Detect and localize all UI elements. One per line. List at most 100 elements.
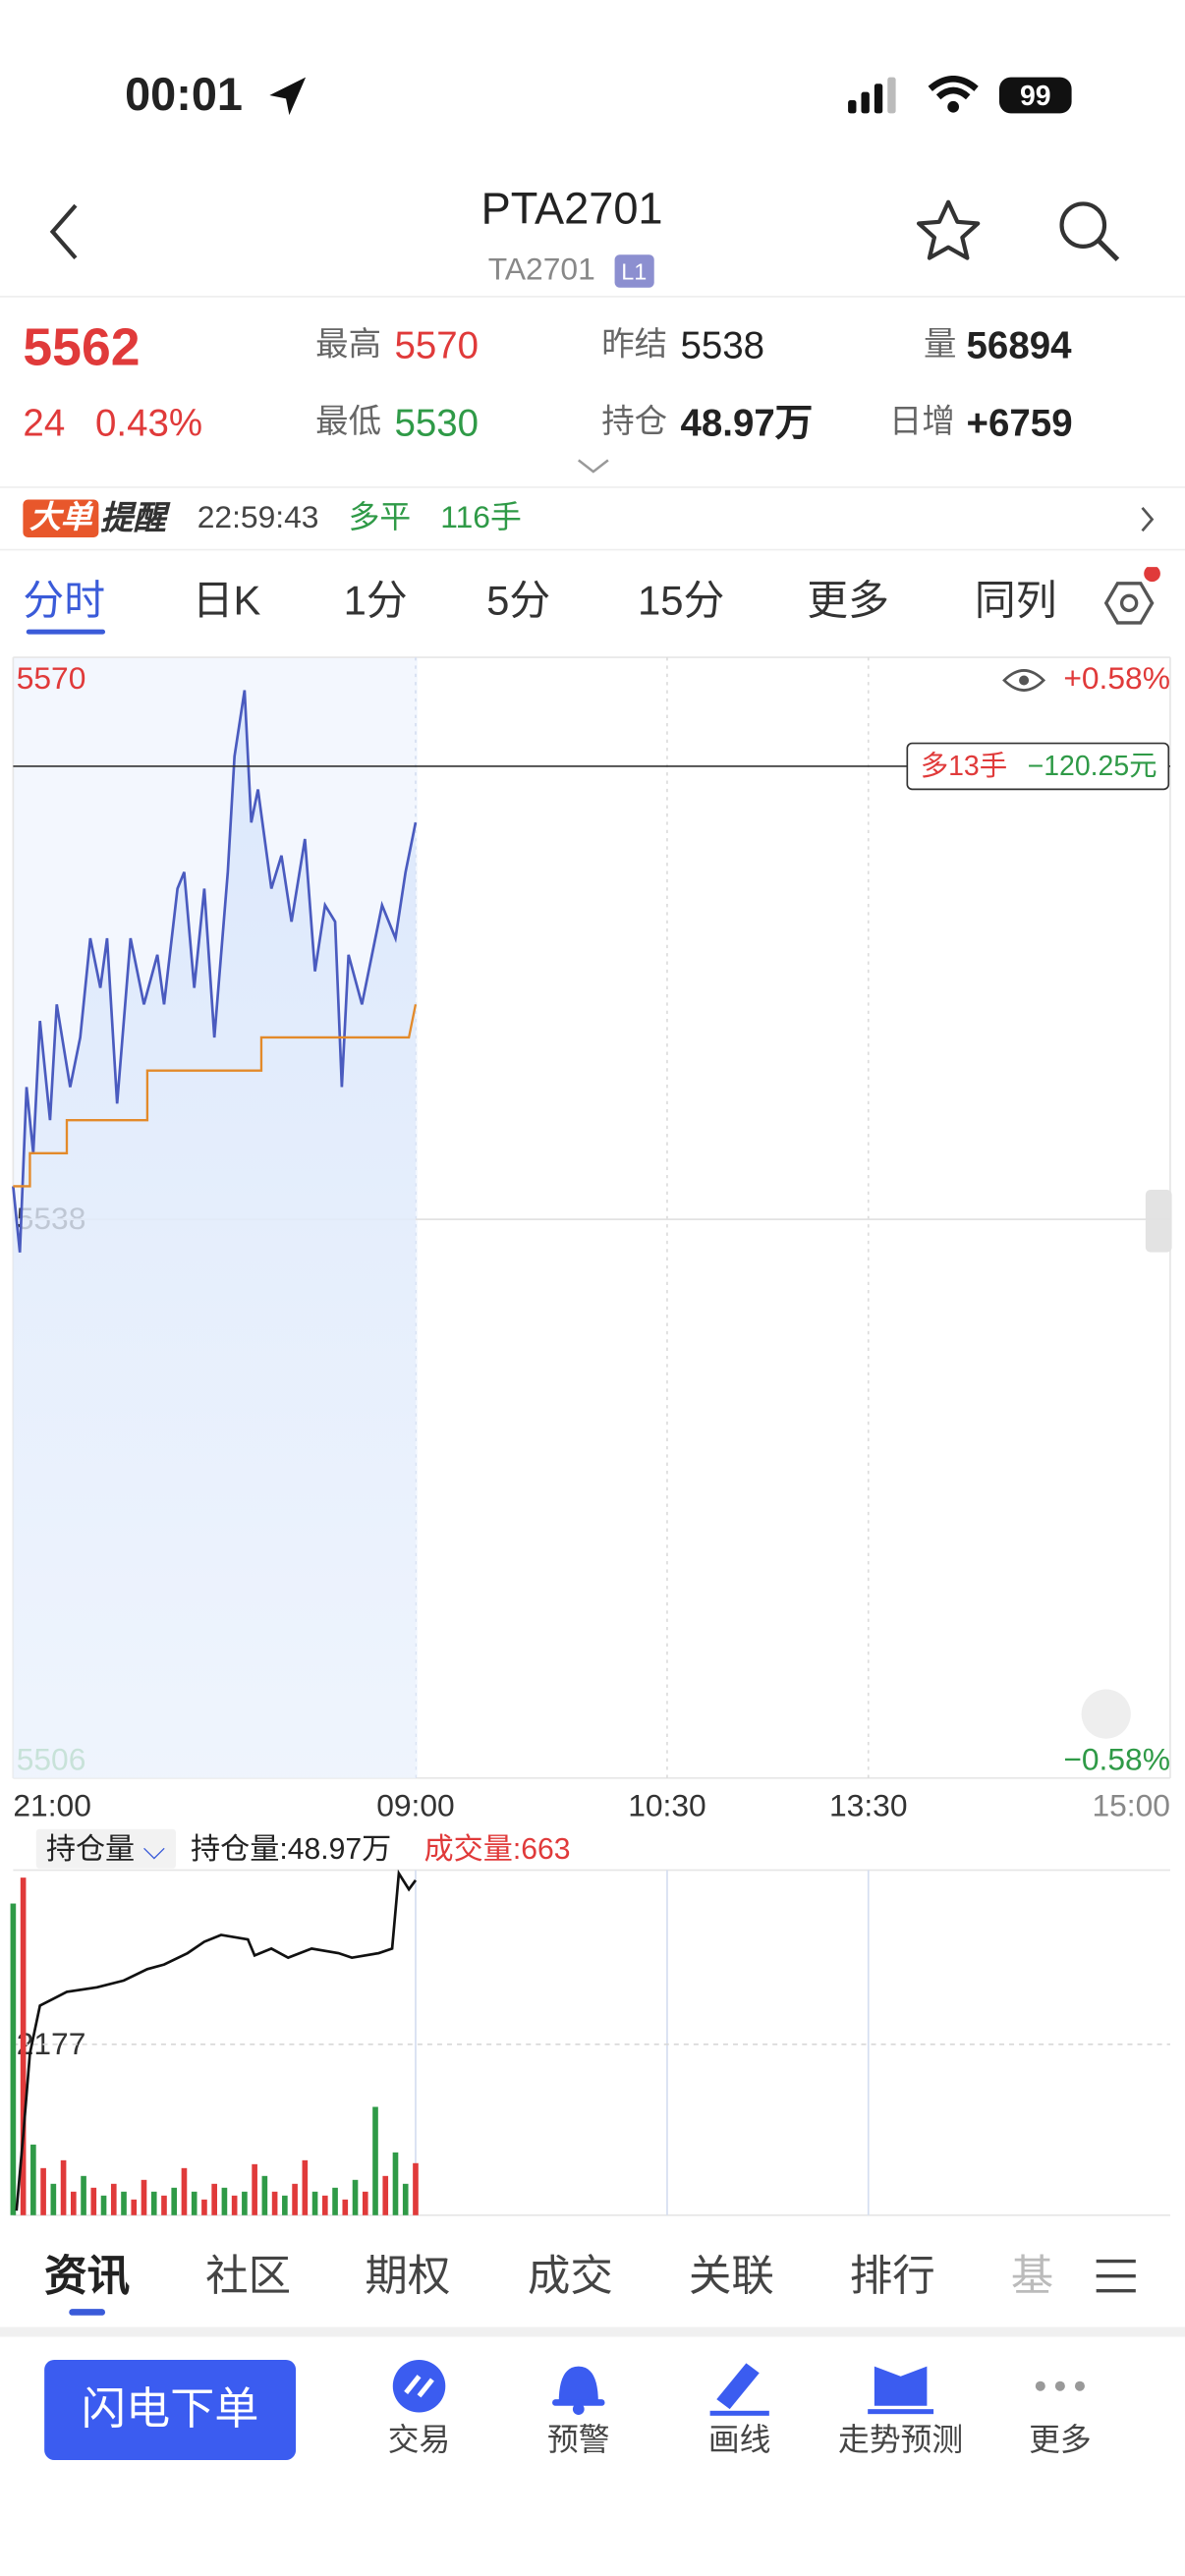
volume-bar bbox=[413, 2162, 419, 2215]
volume-bar bbox=[332, 2187, 338, 2215]
volume-bar bbox=[81, 2175, 86, 2215]
daily-increase-label: 日增 bbox=[888, 404, 955, 441]
volume-bar bbox=[362, 2191, 368, 2215]
search-button[interactable] bbox=[1055, 197, 1124, 266]
x-tick-label: 21:00 bbox=[13, 1787, 91, 1822]
order-side: 多13手 bbox=[921, 751, 1007, 782]
prev-settle-value: 5538 bbox=[680, 323, 765, 367]
volume-bar bbox=[252, 2163, 257, 2215]
expand-button[interactable] bbox=[575, 457, 611, 476]
volume-bar bbox=[191, 2191, 198, 2215]
back-button[interactable] bbox=[46, 200, 85, 263]
volume-bar bbox=[402, 2183, 409, 2215]
volume-bar bbox=[141, 2179, 147, 2215]
volume-bar bbox=[271, 2191, 278, 2215]
info-tab[interactable]: 期权 bbox=[365, 2251, 451, 2301]
x-tick-label: 09:00 bbox=[376, 1787, 455, 1822]
menu-button[interactable] bbox=[1095, 2258, 1137, 2294]
info-tab[interactable]: 成交 bbox=[527, 2251, 613, 2301]
open-interest-line bbox=[15, 1869, 418, 2212]
info-tab[interactable]: 关联 bbox=[688, 2251, 774, 2301]
y2-tick-label: −0.58% bbox=[1063, 1742, 1170, 1777]
high-value: 5570 bbox=[394, 323, 480, 367]
price-area bbox=[13, 690, 416, 1778]
alert-side: 多平 bbox=[348, 501, 412, 536]
period-tab[interactable]: 1分 bbox=[343, 578, 408, 625]
price-change-pct: 0.43% bbox=[95, 401, 203, 444]
info-tab[interactable]: 社区 bbox=[205, 2251, 292, 2301]
settings-button[interactable] bbox=[1092, 567, 1164, 633]
high-label: 最高 bbox=[315, 326, 382, 364]
favorite-button[interactable] bbox=[914, 197, 983, 266]
volume-bar bbox=[121, 2191, 127, 2215]
daily-increase-value: +6759 bbox=[966, 401, 1073, 444]
info-tab[interactable]: 基 bbox=[1010, 2251, 1054, 2301]
y-tick-label: 2177 bbox=[17, 2026, 86, 2061]
alert-time: 22:59:43 bbox=[197, 501, 319, 536]
active-underline bbox=[69, 2309, 106, 2316]
volume-bar bbox=[60, 2159, 67, 2215]
volume-bar bbox=[302, 2159, 309, 2215]
volume-bar bbox=[171, 2187, 178, 2215]
order-tag bbox=[906, 742, 1170, 791]
volume-bar bbox=[282, 2195, 288, 2215]
volume-bar bbox=[242, 2191, 248, 2215]
toolbar-item[interactable]: 更多 bbox=[1029, 2424, 1092, 2459]
average-line bbox=[13, 1004, 418, 1188]
side-handle[interactable] bbox=[1145, 1190, 1172, 1253]
volume-bar bbox=[20, 1877, 27, 2215]
volume-bar bbox=[131, 2199, 138, 2215]
level-badge: L1 bbox=[614, 254, 654, 288]
volume-bar bbox=[150, 2191, 157, 2215]
y2-tick-label: +0.58% bbox=[1063, 660, 1170, 696]
active-underline bbox=[26, 629, 106, 635]
toolbar-item[interactable]: 交易 bbox=[387, 2424, 451, 2459]
volume-bar bbox=[382, 2175, 389, 2215]
alert-tag2: 提醒 bbox=[100, 501, 166, 537]
period-tab[interactable]: 同列 bbox=[974, 578, 1057, 625]
volume-bar bbox=[342, 2199, 349, 2215]
indicator-selector-text: 持仓量 bbox=[45, 1832, 136, 1866]
volume-bar bbox=[211, 2183, 217, 2215]
alert-more[interactable] bbox=[1137, 505, 1157, 534]
info-tab[interactable]: 资讯 bbox=[44, 2251, 131, 2301]
prev-settle-label: 昨结 bbox=[601, 326, 668, 364]
volume-readout: 成交量:663 bbox=[423, 1832, 571, 1866]
divider bbox=[0, 486, 1185, 488]
status-time: 00:01 bbox=[125, 69, 243, 121]
order-pnl: −120.25元 bbox=[1028, 751, 1157, 782]
period-tab[interactable]: 5分 bbox=[486, 578, 551, 625]
toolbar-item[interactable]: 预警 bbox=[546, 2424, 610, 2459]
volume-bar bbox=[372, 2106, 378, 2215]
divider bbox=[0, 2326, 1185, 2337]
period-tab[interactable]: 日K bbox=[192, 578, 261, 625]
volume-bar bbox=[321, 2195, 328, 2215]
fullscreen-button[interactable] bbox=[1081, 1689, 1131, 1739]
volume-bar bbox=[221, 2187, 228, 2215]
toolbar-item[interactable]: 画线 bbox=[707, 2424, 771, 2459]
open-interest-label: 持仓 bbox=[601, 404, 668, 441]
volume-bar bbox=[181, 2167, 188, 2215]
info-tab[interactable]: 排行 bbox=[849, 2251, 935, 2301]
volume-bar bbox=[100, 2195, 107, 2215]
x-tick-label: 10:30 bbox=[628, 1787, 706, 1822]
battery-level: 99 bbox=[1019, 80, 1051, 112]
alert-tag: 大单 bbox=[23, 499, 99, 537]
volume-label: 量 bbox=[924, 326, 957, 364]
title: PTA2701 bbox=[480, 184, 663, 234]
period-tab[interactable]: 15分 bbox=[637, 578, 725, 625]
divider bbox=[0, 296, 1185, 298]
y-tick-label: 5570 bbox=[17, 660, 86, 696]
period-tab[interactable]: 更多 bbox=[807, 578, 889, 625]
divider bbox=[0, 548, 1185, 551]
x-tick-label: 15:00 bbox=[1092, 1787, 1169, 1822]
toolbar-item[interactable]: 走势预测 bbox=[838, 2424, 964, 2459]
indicator-selector[interactable]: 持仓量 ⌵ bbox=[35, 1828, 176, 1869]
eye-icon[interactable] bbox=[1002, 669, 1046, 692]
quick-order-button[interactable]: 闪电下单 bbox=[44, 2359, 297, 2461]
period-tab[interactable]: 分时 bbox=[23, 578, 106, 625]
volume-bar bbox=[50, 2183, 57, 2215]
price-change: 24 bbox=[23, 401, 66, 444]
